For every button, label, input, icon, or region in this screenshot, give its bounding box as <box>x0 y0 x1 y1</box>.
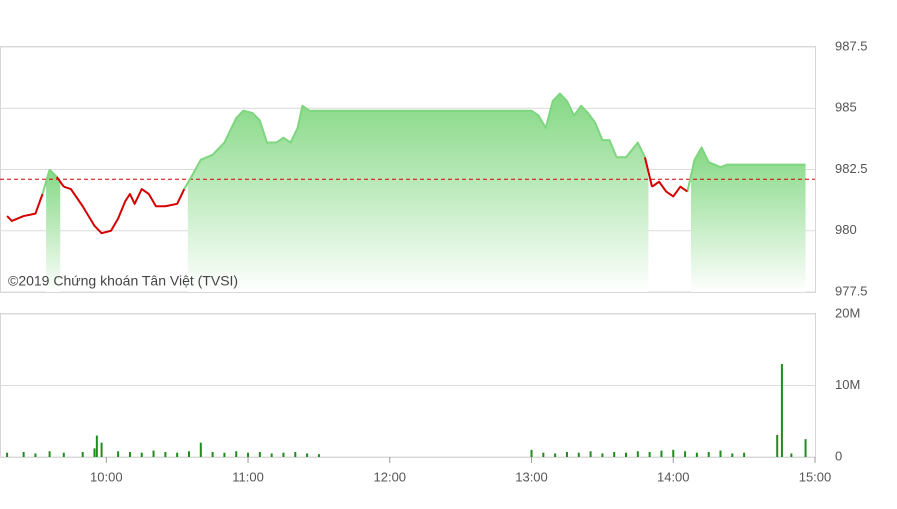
volume-bar <box>613 451 616 457</box>
volume-bar <box>95 435 98 457</box>
volume-bar <box>199 442 202 457</box>
volume-bar <box>542 452 545 457</box>
volume-bar <box>140 452 143 457</box>
volume-bar <box>636 451 639 457</box>
area <box>690 147 806 292</box>
volume-bar <box>176 452 179 457</box>
volume-bar <box>648 451 651 457</box>
volume-bar <box>577 452 580 457</box>
volume-bar <box>187 451 190 457</box>
volume-bar <box>211 451 214 457</box>
volume-bar <box>695 452 698 457</box>
volume-bar <box>34 453 37 457</box>
volume-bar <box>317 454 320 457</box>
volume-bar <box>235 451 238 457</box>
y-tick-label: 987.5 <box>835 38 868 53</box>
volume-bar <box>707 451 710 457</box>
area <box>187 93 649 292</box>
volume-bar <box>48 451 51 457</box>
connector <box>41 169 51 195</box>
volume-bar <box>258 451 261 457</box>
y-tick-label: 982.5 <box>835 161 868 176</box>
y-tick-label: 977.5 <box>835 283 868 298</box>
y-tick-label: 985 <box>835 100 857 115</box>
price-line <box>6 193 44 222</box>
volume-bar <box>684 451 687 457</box>
volume-bar <box>294 451 297 457</box>
x-tick-label: 15:00 <box>799 469 832 484</box>
y-tick-label: 20M <box>835 305 860 320</box>
volume-bar <box>6 452 9 457</box>
volume-bar <box>93 448 96 457</box>
connector <box>643 157 653 187</box>
volume-bar <box>306 453 309 457</box>
volume-bar <box>804 439 807 457</box>
volume-bar <box>81 451 84 457</box>
volume-bar <box>530 449 533 457</box>
x-tick-label: 13:00 <box>515 469 548 484</box>
area <box>46 169 61 292</box>
price-line <box>48 168 58 178</box>
volume-bar <box>62 452 65 457</box>
volume-bar <box>152 450 155 457</box>
volume-bar <box>776 434 779 457</box>
volume-bar <box>117 451 120 457</box>
connector <box>55 176 65 188</box>
volume-bar <box>22 451 25 457</box>
volume-bar <box>164 451 167 457</box>
volume-bar <box>743 452 746 457</box>
price-line <box>63 185 186 235</box>
price-line <box>190 92 646 178</box>
volume-bar <box>565 451 568 457</box>
volume-bar <box>223 452 226 457</box>
x-tick-label: 12:00 <box>374 469 407 484</box>
y-tick-label: 10M <box>835 377 860 392</box>
volume-bar <box>589 451 592 457</box>
volume-bar <box>601 453 604 457</box>
volume-bar <box>660 450 663 457</box>
connector <box>686 159 696 192</box>
price-line <box>693 146 806 169</box>
volume-bar <box>672 449 675 457</box>
x-tick-label: 10:00 <box>90 469 123 484</box>
volume-bar <box>100 442 103 457</box>
volume-bar <box>780 364 783 457</box>
y-tick-label: 980 <box>835 222 857 237</box>
volume-bar <box>554 453 557 457</box>
volume-bar <box>731 453 734 457</box>
watermark: ©2019 Chứng khoán Tân Việt (TVSI) <box>8 273 238 289</box>
volume-bar <box>128 451 131 457</box>
connector <box>183 176 193 190</box>
price-line <box>651 180 689 198</box>
x-tick-label: 14:00 <box>657 469 690 484</box>
volume-bar <box>790 453 793 457</box>
volume-bar <box>282 452 285 457</box>
volume-bar <box>247 452 250 457</box>
plot: 977.5 980 982.5 985 987.5 0 10M 20M 10:00 11:00 12… <box>0 38 868 484</box>
volume-bar <box>719 450 722 457</box>
y-tick-label: 0 <box>835 448 842 463</box>
x-tick-label: 11:00 <box>232 469 264 484</box>
volume-bar <box>625 452 628 457</box>
volume-bar <box>270 453 273 457</box>
